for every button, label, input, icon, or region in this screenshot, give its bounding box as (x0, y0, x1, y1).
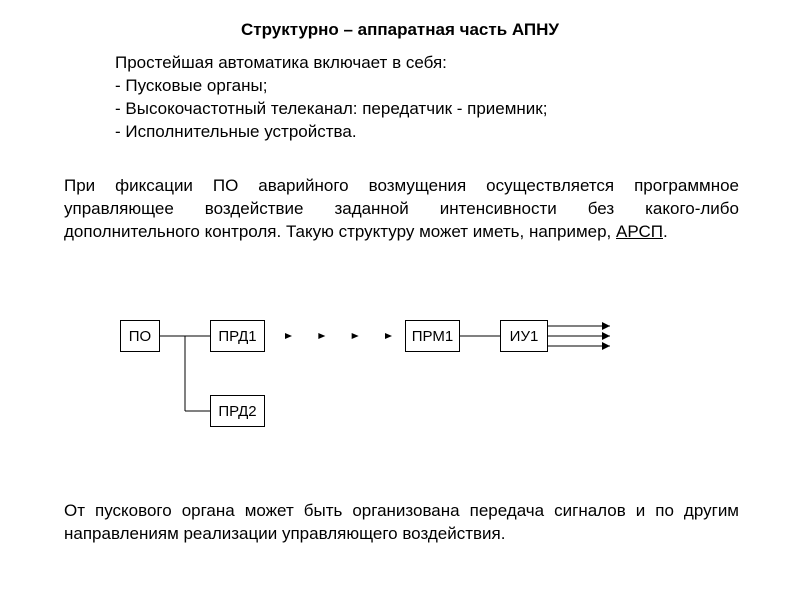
page-title: Структурно – аппаратная часть АПНУ (0, 20, 800, 40)
paragraph-2: От пускового органа может быть организов… (64, 500, 739, 546)
arsp-link[interactable]: АРСП (616, 222, 663, 241)
intro-item-1: - Высокочастотный телеканал: передатчик … (115, 98, 695, 121)
intro-item-2: - Исполнительные устройства. (115, 121, 695, 144)
intro-lead: Простейшая автоматика включает в себя: (115, 52, 695, 75)
node-po: ПО (120, 320, 160, 352)
intro-item-0: - Пусковые органы; (115, 75, 695, 98)
para1-post: . (663, 222, 668, 241)
node-iy1: ИУ1 (500, 320, 548, 352)
intro-block: Простейшая автоматика включает в себя: -… (115, 52, 695, 144)
node-prd2: ПРД2 (210, 395, 265, 427)
paragraph-1: При фиксации ПО аварийного возмущения ос… (64, 175, 739, 244)
node-prm1: ПРМ1 (405, 320, 460, 352)
node-prd1: ПРД1 (210, 320, 265, 352)
block-diagram: ПО ПРД1 ПРД2 ПРМ1 ИУ1 (100, 300, 700, 460)
diagram-svg (100, 300, 700, 460)
